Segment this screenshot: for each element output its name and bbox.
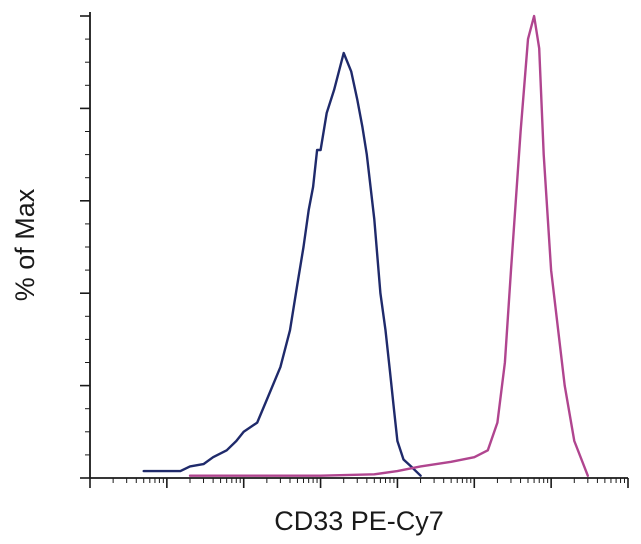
plot-frame bbox=[89, 12, 628, 479]
series-line-1 bbox=[142, 51, 422, 477]
series-layer bbox=[142, 14, 589, 477]
x-axis-ticks bbox=[89, 478, 629, 488]
y-axis-label: % of Max bbox=[10, 188, 40, 301]
x-axis-label: CD33 PE-Cy7 bbox=[274, 506, 444, 536]
y-axis-ticks bbox=[80, 15, 90, 479]
series-line-2 bbox=[188, 14, 589, 477]
